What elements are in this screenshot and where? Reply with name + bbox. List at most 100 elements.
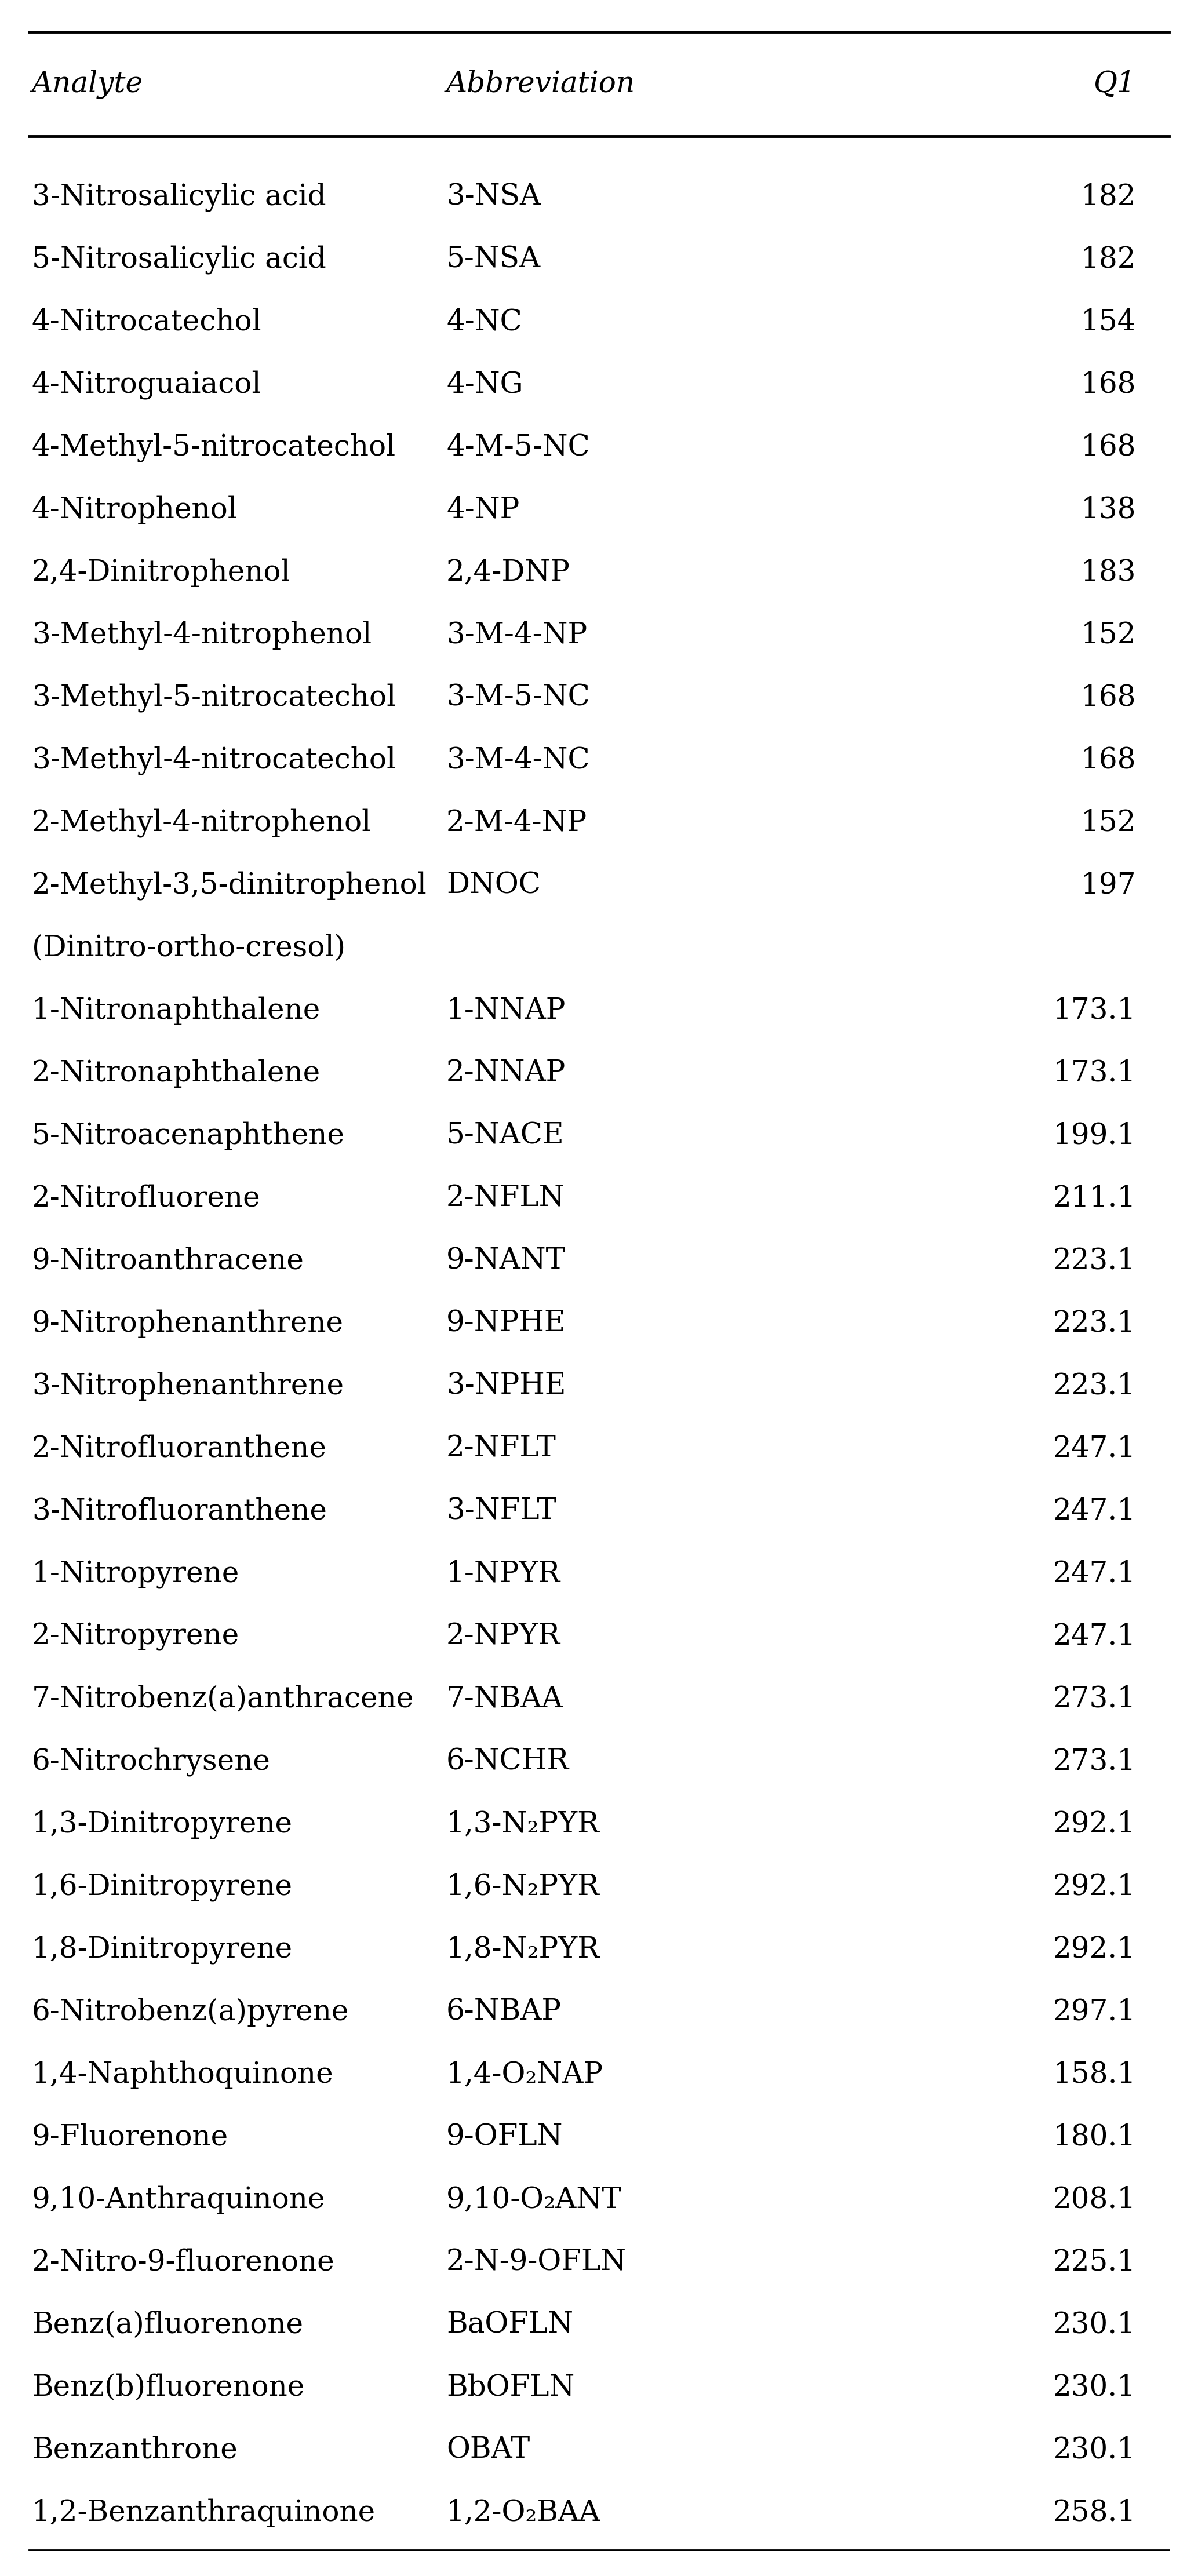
Text: 6-Nitrobenz(a)pyrene: 6-Nitrobenz(a)pyrene	[32, 1996, 349, 2027]
Text: 2-N-9-OFLN: 2-N-9-OFLN	[447, 2249, 627, 2277]
Text: 168: 168	[1081, 747, 1136, 775]
Text: 1,3-N₂PYR: 1,3-N₂PYR	[447, 1811, 600, 1839]
Text: 4-NC: 4-NC	[447, 309, 522, 337]
Text: 168: 168	[1081, 683, 1136, 711]
Text: 182: 182	[1081, 245, 1136, 273]
Text: 2-M-4-NP: 2-M-4-NP	[447, 809, 587, 837]
Text: 297.1: 297.1	[1053, 1999, 1136, 2027]
Text: 2-Nitropyrene: 2-Nitropyrene	[32, 1623, 240, 1651]
Text: 3-Nitrofluoranthene: 3-Nitrofluoranthene	[32, 1497, 327, 1525]
Text: 292.1: 292.1	[1053, 1811, 1136, 1839]
Text: 4-NP: 4-NP	[447, 495, 520, 526]
Text: Analyte: Analyte	[32, 70, 144, 98]
Text: 258.1: 258.1	[1053, 2499, 1136, 2527]
Text: 152: 152	[1081, 621, 1136, 649]
Text: 1-NNAP: 1-NNAP	[447, 997, 565, 1025]
Text: 9,10-O₂ANT: 9,10-O₂ANT	[447, 2184, 622, 2215]
Text: 1,8-Dinitropyrene: 1,8-Dinitropyrene	[32, 1935, 292, 1963]
Text: 199.1: 199.1	[1053, 1121, 1136, 1151]
Text: 223.1: 223.1	[1053, 1247, 1136, 1275]
Text: 247.1: 247.1	[1053, 1623, 1136, 1651]
Text: 4-NG: 4-NG	[447, 371, 524, 399]
Text: DNOC: DNOC	[447, 871, 540, 899]
Text: BbOFLN: BbOFLN	[447, 2372, 575, 2401]
Text: 247.1: 247.1	[1053, 1558, 1136, 1589]
Text: 173.1: 173.1	[1053, 1059, 1136, 1087]
Text: 1,2-O₂BAA: 1,2-O₂BAA	[447, 2499, 600, 2527]
Text: 1,3-Dinitropyrene: 1,3-Dinitropyrene	[32, 1811, 292, 1839]
Text: 2-NPYR: 2-NPYR	[447, 1623, 561, 1651]
Text: 1-Nitronaphthalene: 1-Nitronaphthalene	[32, 997, 321, 1025]
Text: 2-Nitrofluoranthene: 2-Nitrofluoranthene	[32, 1435, 327, 1463]
Text: 6-Nitrochrysene: 6-Nitrochrysene	[32, 1747, 271, 1777]
Text: 2,4-Dinitrophenol: 2,4-Dinitrophenol	[32, 559, 291, 587]
Text: (Dinitro-ortho-cresol): (Dinitro-ortho-cresol)	[32, 933, 345, 963]
Text: 5-Nitrosalicylic acid: 5-Nitrosalicylic acid	[32, 245, 326, 273]
Text: 2-NFLT: 2-NFLT	[447, 1435, 556, 1463]
Text: 9-Nitrophenanthrene: 9-Nitrophenanthrene	[32, 1309, 344, 1337]
Text: 168: 168	[1081, 371, 1136, 399]
Text: 183: 183	[1081, 559, 1136, 587]
Text: 2-NFLN: 2-NFLN	[447, 1185, 564, 1213]
Text: 152: 152	[1081, 809, 1136, 837]
Text: 9-NANT: 9-NANT	[447, 1247, 565, 1275]
Text: Benz(a)fluorenone: Benz(a)fluorenone	[32, 2311, 303, 2339]
Text: 6-NCHR: 6-NCHR	[447, 1747, 569, 1775]
Text: 3-Nitrophenanthrene: 3-Nitrophenanthrene	[32, 1373, 344, 1401]
Text: 1,4-O₂NAP: 1,4-O₂NAP	[447, 2061, 604, 2089]
Text: 225.1: 225.1	[1053, 2249, 1136, 2277]
Text: 3-NFLT: 3-NFLT	[447, 1497, 556, 1525]
Text: 230.1: 230.1	[1053, 2372, 1136, 2401]
Text: 273.1: 273.1	[1053, 1685, 1136, 1713]
Text: 1,2-Benzanthraquinone: 1,2-Benzanthraquinone	[32, 2499, 376, 2527]
Text: 2-Methyl-4-nitrophenol: 2-Methyl-4-nitrophenol	[32, 809, 371, 837]
Text: 1,4-Naphthoquinone: 1,4-Naphthoquinone	[32, 2061, 334, 2089]
Text: Q1: Q1	[1094, 70, 1136, 98]
Text: 247.1: 247.1	[1053, 1497, 1136, 1525]
Text: 9-Fluorenone: 9-Fluorenone	[32, 2123, 229, 2151]
Text: 9-OFLN: 9-OFLN	[447, 2123, 563, 2151]
Text: 4-Nitrocatechol: 4-Nitrocatechol	[32, 309, 261, 337]
Text: 173.1: 173.1	[1053, 997, 1136, 1025]
Text: 180.1: 180.1	[1053, 2123, 1136, 2151]
Text: 211.1: 211.1	[1053, 1185, 1136, 1213]
Text: 208.1: 208.1	[1053, 2184, 1136, 2215]
Text: 3-M-4-NC: 3-M-4-NC	[447, 747, 589, 775]
Text: 9,10-Anthraquinone: 9,10-Anthraquinone	[32, 2184, 326, 2215]
Text: BaOFLN: BaOFLN	[447, 2311, 574, 2339]
Text: 292.1: 292.1	[1053, 1935, 1136, 1963]
Text: 2-Nitro-9-fluorenone: 2-Nitro-9-fluorenone	[32, 2249, 335, 2277]
Text: OBAT: OBAT	[447, 2437, 530, 2465]
Text: 3-Methyl-4-nitrophenol: 3-Methyl-4-nitrophenol	[32, 621, 371, 649]
Text: 7-Nitrobenz(a)anthracene: 7-Nitrobenz(a)anthracene	[32, 1685, 415, 1713]
Text: 3-Methyl-5-nitrocatechol: 3-Methyl-5-nitrocatechol	[32, 683, 395, 711]
Text: 223.1: 223.1	[1053, 1309, 1136, 1337]
Text: 2-Methyl-3,5-dinitrophenol: 2-Methyl-3,5-dinitrophenol	[32, 871, 426, 899]
Text: 230.1: 230.1	[1053, 2311, 1136, 2339]
Text: 4-Methyl-5-nitrocatechol: 4-Methyl-5-nitrocatechol	[32, 433, 395, 461]
Text: 7-NBAA: 7-NBAA	[447, 1685, 563, 1713]
Text: 273.1: 273.1	[1053, 1747, 1136, 1775]
Text: 1,6-Dinitropyrene: 1,6-Dinitropyrene	[32, 1873, 292, 1901]
Text: 1,6-N₂PYR: 1,6-N₂PYR	[447, 1873, 600, 1901]
Text: 168: 168	[1081, 433, 1136, 461]
Text: 6-NBAP: 6-NBAP	[447, 1999, 562, 2027]
Text: 1-NPYR: 1-NPYR	[447, 1558, 561, 1589]
Text: 1-Nitropyrene: 1-Nitropyrene	[32, 1558, 240, 1589]
Text: Abbreviation: Abbreviation	[447, 70, 635, 98]
Text: 9-NPHE: 9-NPHE	[447, 1309, 565, 1337]
Text: 1,8-N₂PYR: 1,8-N₂PYR	[447, 1935, 600, 1963]
Text: 158.1: 158.1	[1053, 2061, 1136, 2089]
Text: 4-Nitrophenol: 4-Nitrophenol	[32, 495, 237, 526]
Text: 5-Nitroacenaphthene: 5-Nitroacenaphthene	[32, 1121, 345, 1151]
Text: 292.1: 292.1	[1053, 1873, 1136, 1901]
Text: 5-NSA: 5-NSA	[447, 245, 540, 273]
Text: 223.1: 223.1	[1053, 1373, 1136, 1401]
Text: Benz(b)fluorenone: Benz(b)fluorenone	[32, 2372, 304, 2401]
Text: 5-NACE: 5-NACE	[447, 1121, 564, 1151]
Text: Benzanthrone: Benzanthrone	[32, 2437, 237, 2465]
Text: 9-Nitroanthracene: 9-Nitroanthracene	[32, 1247, 304, 1275]
Text: 2-Nitronaphthalene: 2-Nitronaphthalene	[32, 1059, 321, 1087]
Text: 3-M-5-NC: 3-M-5-NC	[447, 683, 589, 711]
Text: 3-NPHE: 3-NPHE	[447, 1373, 565, 1401]
